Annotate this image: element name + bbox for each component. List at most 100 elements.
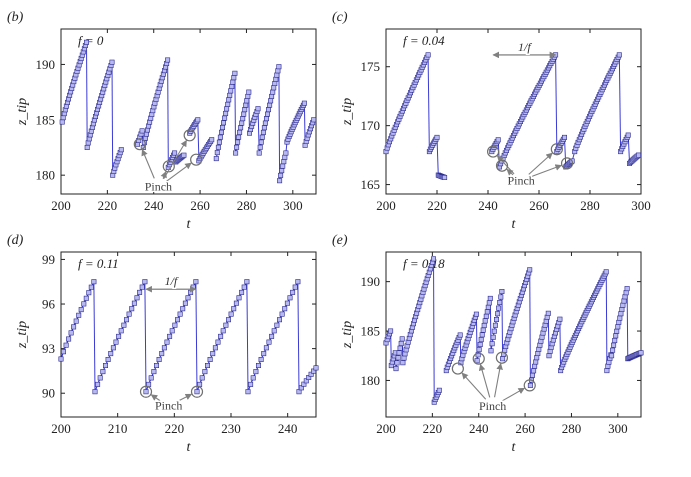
pinch-arrow xyxy=(506,168,514,176)
period-label: 1/f xyxy=(165,274,179,288)
data-point xyxy=(495,137,501,143)
series-drop xyxy=(626,288,629,359)
data-point xyxy=(491,328,497,334)
y-axis-label: z_tip xyxy=(340,98,355,126)
data-point xyxy=(479,332,485,338)
data-point xyxy=(226,97,232,103)
data-point xyxy=(216,139,222,145)
data-point xyxy=(222,115,228,121)
data-point xyxy=(214,150,220,156)
pinch-arrow xyxy=(528,152,553,175)
data-point xyxy=(561,134,567,140)
data-point xyxy=(193,279,199,285)
data-point xyxy=(270,89,276,95)
pinch-circle xyxy=(487,145,500,158)
data-point xyxy=(209,137,215,143)
data-point xyxy=(484,309,490,315)
data-point xyxy=(210,351,216,357)
data-point xyxy=(215,339,221,345)
x-tick-label: 210 xyxy=(108,421,128,436)
data-point xyxy=(277,178,283,184)
x-tick-label: 280 xyxy=(237,198,257,213)
data-point xyxy=(245,93,251,99)
data-point xyxy=(185,295,191,301)
data-point xyxy=(493,316,499,322)
plot-frame xyxy=(60,251,317,418)
x-tick-label: 260 xyxy=(190,198,210,213)
data-point xyxy=(250,375,256,381)
y-tick-label: 180 xyxy=(361,373,381,388)
data-point xyxy=(603,269,609,275)
data-point xyxy=(156,356,162,362)
data-point xyxy=(489,341,495,347)
data-point xyxy=(85,140,91,146)
data-point xyxy=(265,107,271,113)
data-point xyxy=(244,279,250,285)
x-tick-label: 200 xyxy=(376,421,396,436)
pinch-arrow xyxy=(141,149,155,179)
data-point xyxy=(263,345,269,351)
data-point xyxy=(68,330,74,336)
panel-label: (e) xyxy=(332,233,348,248)
f-annotation: f = 0.04 xyxy=(403,33,445,48)
data-point xyxy=(253,369,259,375)
data-point xyxy=(393,366,399,372)
series-drop xyxy=(433,258,435,403)
data-point xyxy=(271,85,277,91)
data-point xyxy=(618,311,624,317)
data-point xyxy=(620,302,626,308)
data-point xyxy=(228,88,234,94)
data-point xyxy=(195,117,201,123)
data-point xyxy=(248,381,254,387)
data-point xyxy=(199,375,205,381)
panel-label: (b) xyxy=(7,10,24,25)
data-point xyxy=(233,150,239,156)
y-axis-label: z_tip xyxy=(15,98,30,126)
data-point xyxy=(151,369,157,375)
data-point xyxy=(217,134,223,140)
x-tick-label: 230 xyxy=(221,421,241,436)
data-point xyxy=(531,368,537,374)
x-axis-label: t xyxy=(512,217,517,232)
data-point xyxy=(246,89,252,95)
data-point xyxy=(264,111,270,117)
pinch-circle xyxy=(560,157,574,170)
data-point xyxy=(500,356,506,362)
f-annotation: f = 0 xyxy=(78,33,104,48)
data-point xyxy=(126,311,132,317)
data-point xyxy=(609,353,615,359)
data-point xyxy=(473,311,479,317)
data-point xyxy=(498,294,504,300)
data-point xyxy=(616,52,622,58)
data-point xyxy=(539,334,545,340)
pinch-circle xyxy=(139,385,153,398)
data-point xyxy=(110,345,116,351)
data-point xyxy=(129,306,135,312)
data-point xyxy=(499,288,505,294)
y-axis-label-group: z_tip xyxy=(15,98,30,126)
pinch-circle xyxy=(472,352,485,365)
data-point xyxy=(205,362,211,368)
y-tick-label: 170 xyxy=(361,118,381,133)
data-point xyxy=(280,163,286,169)
series-drop xyxy=(529,269,531,386)
pinch-arrow xyxy=(501,387,526,402)
series-drop xyxy=(144,281,147,392)
data-point xyxy=(172,322,178,328)
pinch-label: Pinch xyxy=(507,174,534,188)
data-point xyxy=(635,152,641,158)
y-axis-label-group: z_tip xyxy=(340,321,355,349)
data-point xyxy=(91,279,97,285)
y-tick-label: 175 xyxy=(361,59,381,74)
data-point xyxy=(215,144,221,150)
y-tick-label: 93 xyxy=(42,341,55,356)
data-point xyxy=(59,119,65,125)
data-point xyxy=(619,306,625,312)
data-point xyxy=(236,134,242,140)
x-tick-label: 220 xyxy=(423,421,443,436)
series-drop xyxy=(555,54,558,152)
data-point xyxy=(227,92,233,98)
x-tick-label: 300 xyxy=(631,198,651,213)
data-point xyxy=(142,279,148,285)
data-point xyxy=(535,350,541,356)
